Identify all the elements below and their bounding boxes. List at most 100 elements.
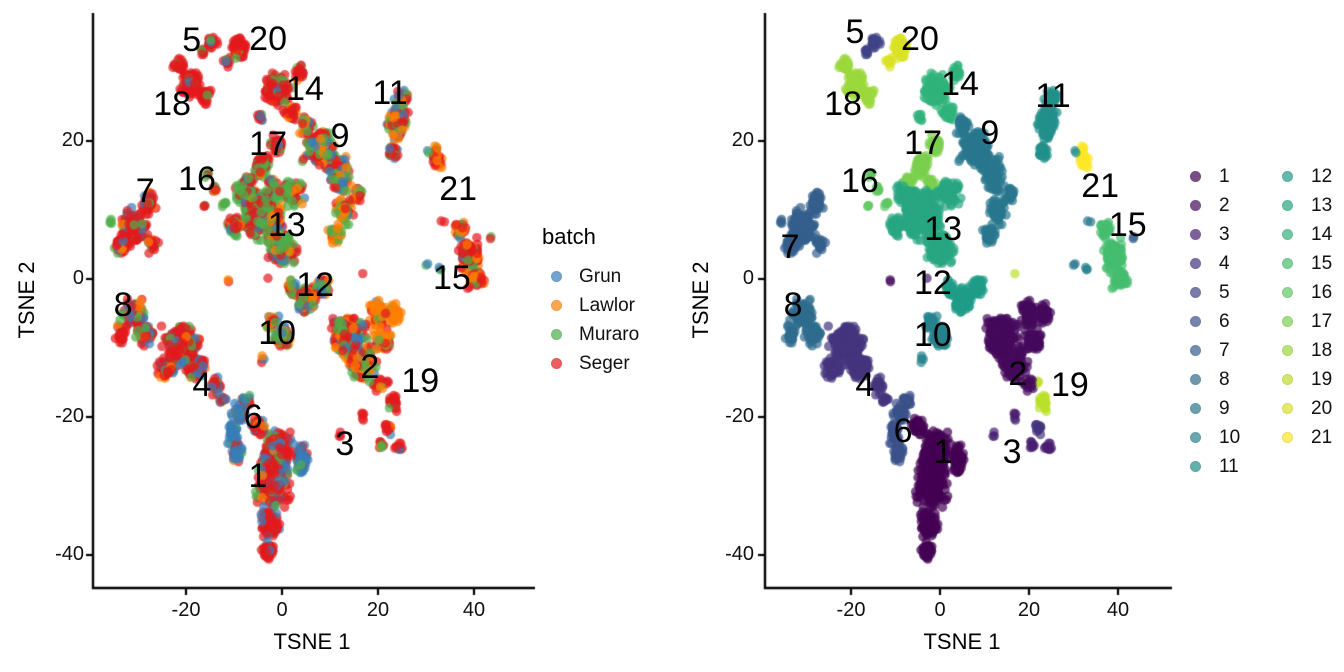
cluster-legend-item-18: 18 bbox=[1280, 336, 1344, 365]
cluster-8-annotation: 8 bbox=[783, 285, 803, 324]
cluster-legend-label: 16 bbox=[1311, 281, 1333, 303]
cluster-4-annotation: 4 bbox=[855, 365, 875, 404]
cluster-16-annotation: 16 bbox=[178, 159, 216, 198]
cluster-legend-key-1-icon bbox=[1190, 171, 1201, 182]
cluster-legend-label: 10 bbox=[1219, 426, 1241, 448]
cluster-10-annotation: 10 bbox=[258, 313, 297, 352]
cluster-legend-item-4: 4 bbox=[1188, 249, 1280, 278]
cluster-legend-label: 4 bbox=[1219, 252, 1230, 274]
cluster-legend-item-2: 2 bbox=[1188, 191, 1280, 220]
cluster-legend-label: 2 bbox=[1219, 194, 1230, 216]
batch-legend-item-lawlor: Lawlor bbox=[541, 291, 639, 320]
cluster-20-annotation: 20 bbox=[901, 19, 939, 58]
cluster-legend-label: 7 bbox=[1219, 339, 1230, 361]
cluster-legend-key-10-icon bbox=[1190, 432, 1201, 443]
cluster-legend-column-1: 1 2 3 4 5 6 7 8 9 10 11 bbox=[1188, 162, 1280, 481]
x-tick-40-panel2: 40 bbox=[1106, 599, 1130, 621]
cluster-14-annotation: 14 bbox=[286, 70, 324, 109]
cluster-1-annotation: 1 bbox=[933, 432, 953, 471]
batch-legend-item-grun: Grun bbox=[541, 262, 639, 291]
cluster-3-annotation: 3 bbox=[335, 424, 355, 463]
y-tick-0-panel1: 0 bbox=[72, 267, 84, 290]
cluster-11-annotation: 11 bbox=[1035, 77, 1071, 116]
x-tick-40-panel1: 40 bbox=[462, 599, 486, 621]
batch-legend-key-grun-icon bbox=[551, 271, 562, 282]
cluster-15-annotation: 15 bbox=[432, 259, 471, 298]
cluster-legend-label: 20 bbox=[1311, 397, 1333, 419]
cluster-16-annotation: 16 bbox=[840, 162, 879, 201]
cluster-legend-label: 12 bbox=[1311, 165, 1333, 187]
cluster-20-annotation: 20 bbox=[249, 19, 287, 58]
cluster-legend-key-12-icon bbox=[1282, 171, 1293, 182]
cluster-legend-column-2: 12 13 14 15 16 17 18 19 20 21 bbox=[1280, 162, 1344, 481]
cluster-10-annotation: 10 bbox=[913, 315, 952, 354]
y-tick--40-panel2: -40 bbox=[725, 543, 754, 566]
cluster-legend-item-9: 9 bbox=[1188, 394, 1280, 423]
y-axis-title-batch-panel: TSNE 2 bbox=[14, 261, 39, 339]
cluster-legend-key-2-icon bbox=[1190, 200, 1201, 211]
x-tick--20-panel1: -20 bbox=[171, 599, 201, 621]
cluster-legend-item-15: 15 bbox=[1280, 249, 1344, 278]
cluster-17-annotation: 17 bbox=[249, 124, 287, 163]
batch-legend-label: Muraro bbox=[579, 323, 640, 345]
cluster-legend-key-13-icon bbox=[1282, 200, 1293, 211]
cluster-legend-key-17-icon bbox=[1282, 316, 1293, 327]
cluster-21-annotation: 21 bbox=[439, 169, 478, 208]
cluster-1-annotation: 1 bbox=[248, 457, 268, 496]
cluster-legend-item-20: 20 bbox=[1280, 394, 1344, 423]
y-axis-title-cluster-panel: TSNE 2 bbox=[688, 261, 713, 339]
cluster-6-annotation: 6 bbox=[893, 411, 913, 450]
cluster-legend-item-16: 16 bbox=[1280, 278, 1344, 307]
cluster-legend-label: 3 bbox=[1219, 223, 1230, 245]
cluster-7-annotation: 7 bbox=[135, 171, 155, 210]
batch-legend-key-seger-icon bbox=[551, 358, 562, 369]
cluster-legend-item-10: 10 bbox=[1188, 423, 1280, 452]
cluster-14-annotation: 14 bbox=[941, 64, 979, 103]
cluster-legend-key-21-icon bbox=[1282, 432, 1293, 443]
cluster-5-annotation: 5 bbox=[845, 12, 865, 51]
cluster-18-annotation: 18 bbox=[824, 85, 862, 124]
cluster-19-annotation: 19 bbox=[401, 362, 440, 401]
batch-legend-item-seger: Seger bbox=[541, 349, 639, 378]
cluster-8-annotation: 8 bbox=[113, 285, 133, 324]
cluster-legend-item-11: 11 bbox=[1188, 452, 1280, 481]
x-axis-title-batch-panel: TSNE 1 bbox=[273, 629, 351, 654]
cluster-13-annotation: 13 bbox=[267, 206, 306, 245]
cluster-legend-key-20-icon bbox=[1282, 403, 1293, 414]
y-tick-20-panel2: 20 bbox=[731, 129, 754, 152]
cluster-legend-key-4-icon bbox=[1190, 258, 1201, 269]
cluster-legend-key-6-icon bbox=[1190, 316, 1201, 327]
cluster-3-annotation: 3 bbox=[1002, 432, 1022, 471]
cluster-legend-label: 1 bbox=[1219, 165, 1230, 187]
cluster-legend-label: 17 bbox=[1311, 310, 1333, 332]
cluster-7-annotation: 7 bbox=[780, 228, 800, 267]
cluster-legend-item-17: 17 bbox=[1280, 307, 1344, 336]
y-tick-0-panel2: 0 bbox=[742, 267, 754, 290]
cluster-legend-key-11-icon bbox=[1190, 461, 1201, 472]
batch-legend-label: Grun bbox=[579, 265, 622, 287]
cluster-2-annotation: 2 bbox=[1008, 355, 1028, 394]
cluster-legend-label: 15 bbox=[1311, 252, 1333, 274]
batch-legend-key-muraro-icon bbox=[551, 329, 562, 340]
cluster-legend-item-19: 19 bbox=[1280, 365, 1344, 394]
cluster-legend-key-3-icon bbox=[1190, 229, 1201, 240]
cluster-legend-item-1: 1 bbox=[1188, 162, 1280, 191]
cluster-legend: 1 2 3 4 5 6 7 8 9 10 11 12 13 14 15 16 17 18 19 20 21 bbox=[1188, 162, 1344, 481]
cluster-legend-key-8-icon bbox=[1190, 374, 1201, 385]
cluster-13-annotation: 13 bbox=[924, 209, 963, 248]
cluster-legend-key-7-icon bbox=[1190, 345, 1201, 356]
batch-legend-item-muraro: Muraro bbox=[541, 320, 639, 349]
cluster-19-annotation: 19 bbox=[1051, 365, 1089, 404]
cluster-12-annotation: 12 bbox=[296, 266, 335, 305]
batch-legend-label: Lawlor bbox=[579, 294, 635, 316]
cluster-legend-key-19-icon bbox=[1282, 374, 1293, 385]
cluster-9-annotation: 9 bbox=[330, 117, 350, 156]
cluster-legend-label: 19 bbox=[1311, 368, 1333, 390]
y-tick-20-panel1: 20 bbox=[61, 129, 84, 152]
y-tick--40-panel1: -40 bbox=[55, 543, 84, 566]
cluster-legend-item-13: 13 bbox=[1280, 191, 1344, 220]
x-axis-title-cluster-panel: TSNE 1 bbox=[923, 629, 1001, 654]
x-tick-0-panel1: 0 bbox=[276, 599, 288, 621]
